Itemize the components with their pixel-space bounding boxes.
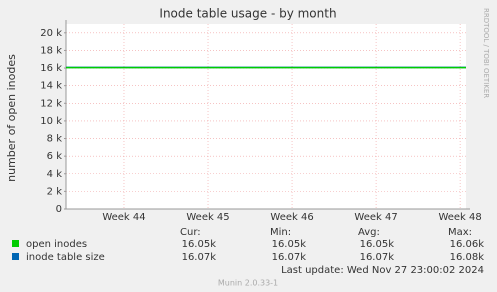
stats-value: 16.05k bbox=[272, 239, 307, 250]
stats-value: 16.07k bbox=[360, 252, 395, 263]
y-tick-label: 2 k bbox=[47, 186, 63, 197]
footer: Munin 2.0.33-1 bbox=[218, 279, 278, 288]
chart-title: Inode table usage - by month bbox=[159, 7, 336, 21]
x-tick-label: Week 48 bbox=[438, 212, 481, 223]
stats-header: Min: bbox=[270, 227, 291, 238]
stats-value: 16.07k bbox=[272, 252, 307, 263]
y-tick-label: 0 bbox=[56, 204, 62, 215]
legend-swatch bbox=[12, 240, 19, 247]
stats-value: 16.06k bbox=[450, 239, 485, 250]
plot-area bbox=[66, 24, 466, 209]
stats-header: Cur: bbox=[180, 227, 201, 238]
y-tick-label: 16 k bbox=[40, 63, 62, 74]
y-tick-label: 8 k bbox=[47, 134, 63, 145]
y-tick-label: 20 k bbox=[40, 28, 62, 39]
x-tick-label: Week 44 bbox=[102, 212, 145, 223]
stats-value: 16.07k bbox=[182, 252, 217, 263]
side-text: RRDTOOL / TOBI OETIKER bbox=[482, 8, 490, 98]
stats-value: 16.05k bbox=[360, 239, 395, 250]
y-tick-label: 6 k bbox=[47, 151, 63, 162]
last-update: Last update: Wed Nov 27 23:00:02 2024 bbox=[281, 265, 484, 276]
legend-swatch bbox=[12, 253, 19, 260]
y-tick-label: 14 k bbox=[40, 81, 62, 92]
y-tick-label: 4 k bbox=[47, 169, 63, 180]
y-tick-label: 18 k bbox=[40, 45, 62, 56]
x-tick-label: Week 47 bbox=[354, 212, 397, 223]
legend-label: inode table size bbox=[26, 252, 105, 263]
y-axis-label: number of open inodes bbox=[5, 54, 18, 182]
y-tick-label: 10 k bbox=[40, 116, 62, 127]
stats-header: Max: bbox=[448, 227, 472, 238]
x-tick-label: Week 45 bbox=[186, 212, 229, 223]
y-tick-label: 12 k bbox=[40, 98, 62, 109]
stats-value: 16.08k bbox=[450, 252, 485, 263]
legend-label: open inodes bbox=[26, 239, 87, 250]
x-tick-label: Week 46 bbox=[270, 212, 313, 223]
stats-value: 16.05k bbox=[182, 239, 217, 250]
stats-header: Avg: bbox=[358, 227, 380, 238]
